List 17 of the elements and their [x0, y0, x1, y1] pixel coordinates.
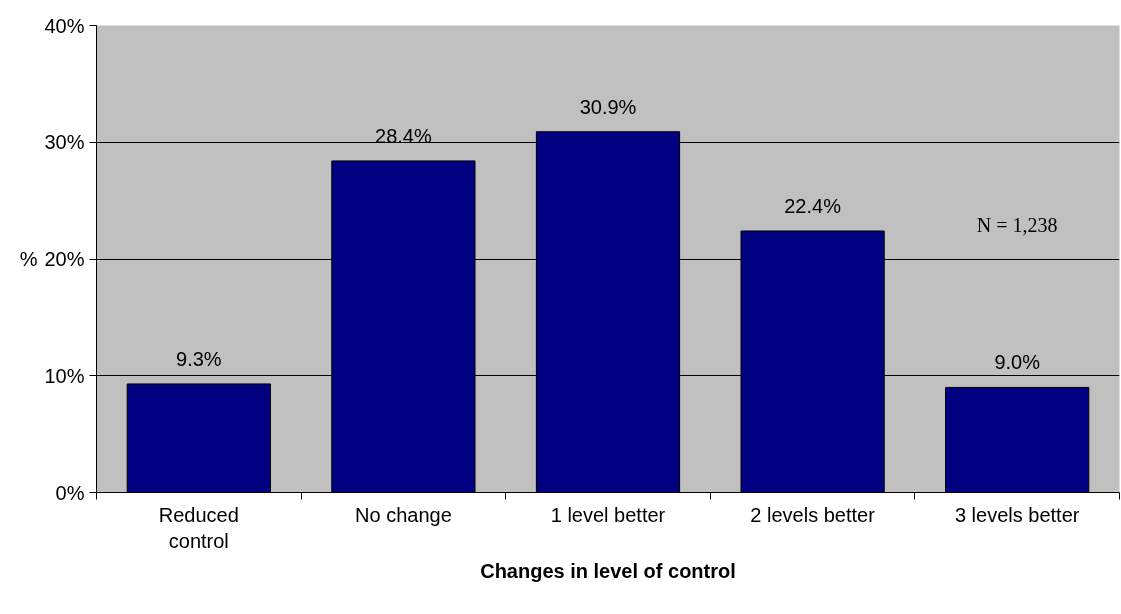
- y-tick-label: 30%: [44, 131, 85, 154]
- x-tick-label: Reduced control: [158, 503, 239, 552]
- annotation: N = 1,238: [976, 213, 1058, 236]
- y-tick-label: 10%: [44, 364, 85, 387]
- y-tick-label: 40%: [44, 14, 85, 37]
- data-label: 9.0%: [994, 351, 1041, 374]
- y-tick-label: 0%: [55, 481, 85, 504]
- y-tick-label: 20%: [44, 248, 85, 270]
- x-tick-label: 1 level better: [550, 503, 666, 526]
- x-tick-label: 3 levels better: [954, 503, 1080, 526]
- x-tick-label: No change: [355, 503, 452, 526]
- x-tick-label: 2 levels better: [750, 503, 876, 526]
- x-axis-title: Changes in level of control: [480, 559, 736, 582]
- data-label: 22.4%: [784, 194, 842, 217]
- y-axis-title: %: [19, 248, 38, 270]
- data-label: 9.3%: [176, 347, 222, 370]
- data-label: 30.9%: [579, 95, 637, 118]
